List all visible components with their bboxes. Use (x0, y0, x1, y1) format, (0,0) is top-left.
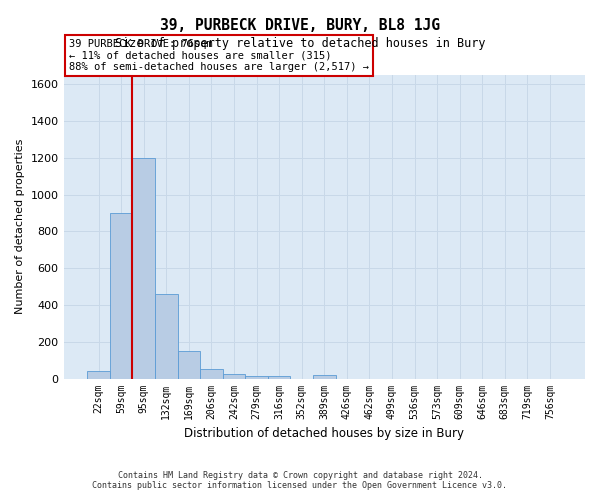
Bar (110, 213, 133, 378)
X-axis label: Distribution of detached houses by size in Bury: Distribution of detached houses by size … (184, 427, 464, 440)
Text: Contains HM Land Registry data © Crown copyright and database right 2024.
Contai: Contains HM Land Registry data © Crown c… (92, 470, 508, 490)
Bar (178, 351, 200, 378)
Bar (245, 376, 268, 378)
Bar (200, 370, 223, 378)
Bar (268, 376, 290, 378)
Bar (133, 158, 155, 378)
Bar (87, 371, 110, 378)
Text: 39 PURBECK DRIVE: 76sqm
← 11% of detached houses are smaller (315)
88% of semi-d: 39 PURBECK DRIVE: 76sqm ← 11% of detache… (69, 39, 369, 72)
Bar (155, 294, 178, 378)
Text: Size of property relative to detached houses in Bury: Size of property relative to detached ho… (115, 38, 485, 51)
Text: 39, PURBECK DRIVE, BURY, BL8 1JG: 39, PURBECK DRIVE, BURY, BL8 1JG (160, 18, 440, 32)
Bar (223, 374, 245, 378)
Bar (313, 375, 335, 378)
Y-axis label: Number of detached properties: Number of detached properties (15, 139, 25, 314)
